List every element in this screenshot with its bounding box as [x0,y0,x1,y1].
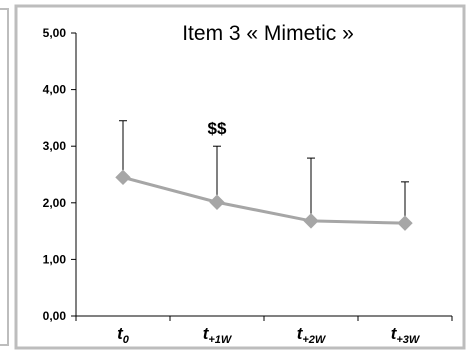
data-point-marker [209,194,225,210]
y-tick-label: 4,00 [43,83,67,97]
adjacent-panel-edge [0,8,9,346]
series [115,169,413,231]
data-point-marker [303,213,319,229]
x-tick-label: t0 [117,324,130,346]
y-tick-label: 1,00 [43,252,67,266]
significance-annotation: $$ [208,119,227,138]
data-point-marker [397,215,413,231]
y-tick-label: 0,00 [43,309,67,323]
chart-title: Item 3 « Mimetic » [182,22,354,45]
x-tick-label: t+1W [203,324,233,346]
axes [71,32,453,321]
y-tick-label: 2,00 [43,196,67,210]
y-tick-label: 3,00 [43,139,67,153]
x-tick-label: t+2W [297,324,327,346]
chart-border [14,4,466,350]
series-line [122,175,406,225]
x-tick-label: t+3W [391,324,421,346]
error-bars [119,120,409,224]
y-tick-label: 5,00 [43,26,67,40]
tick-labels: 0,00 1,00 2,00 3,00 4,00 5,00 t0 t+1W t+2W t+3W $$ [43,26,421,346]
data-point-marker [115,169,131,186]
